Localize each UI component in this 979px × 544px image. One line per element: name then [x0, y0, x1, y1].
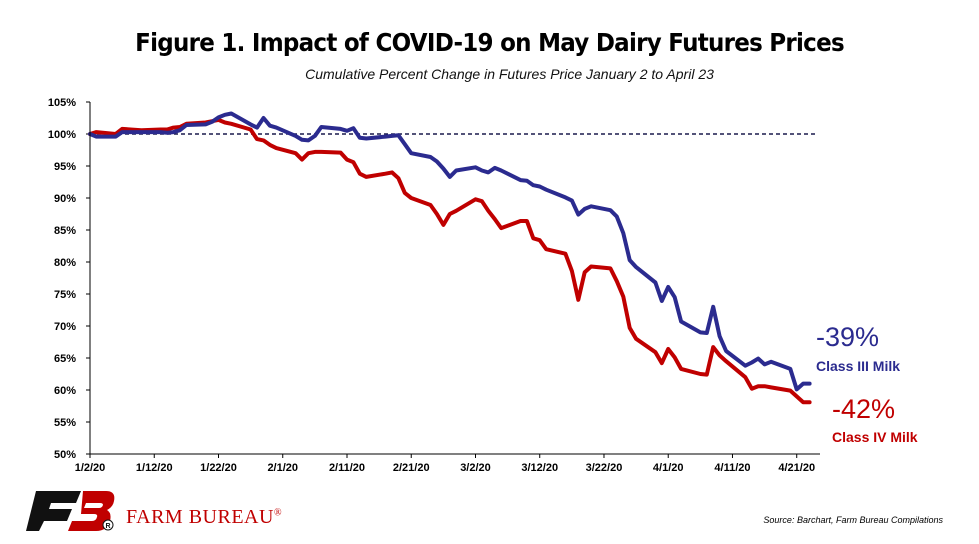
y-tick-label: 90% — [54, 193, 76, 205]
end-label-pct: -42% — [832, 394, 895, 424]
y-tick-label: 50% — [54, 449, 76, 461]
y-axis-ticks: 105% 100% 95% 90% 85% 80% 75% 70% 65% 60% 55% 50% — [48, 97, 90, 461]
y-tick-label: 65% — [54, 353, 76, 365]
x-tick-label: 4/1/20 — [653, 462, 684, 474]
x-tick-label: 3/22/20 — [586, 462, 623, 474]
chart-title: Figure 1. Impact of COVID-19 on May Dair… — [135, 28, 845, 57]
y-tick-label: 60% — [54, 385, 76, 397]
chart-subtitle: Cumulative Percent Change in Futures Pri… — [305, 66, 714, 82]
farm-bureau-logo: R — [26, 487, 124, 540]
x-tick-label: 1/12/20 — [136, 462, 173, 474]
y-tick-label: 80% — [54, 257, 76, 269]
series-line-class-iv — [88, 117, 812, 405]
y-tick-label: 70% — [54, 321, 76, 333]
logo-text: FARM BUREAU — [126, 506, 274, 528]
y-tick-label: 85% — [54, 225, 76, 237]
source-note: Source: Barchart, Farm Bureau Compilatio… — [763, 515, 943, 525]
x-tick-label: 2/21/20 — [393, 462, 430, 474]
x-axis-ticks: 1/2/20 1/12/20 1/22/20 2/1/20 2/11/20 2/21/20… — [75, 454, 815, 474]
x-tick-label: 1/2/20 — [75, 462, 106, 474]
y-tick-label: 100% — [48, 129, 76, 141]
x-tick-label: 3/2/20 — [460, 462, 491, 474]
svg-text:R: R — [106, 523, 111, 530]
x-tick-label: 4/21/20 — [778, 462, 815, 474]
y-tick-label: 75% — [54, 289, 76, 301]
y-tick-label: 105% — [48, 97, 76, 109]
end-label-series-name: Class IV Milk — [832, 429, 918, 445]
y-tick-label: 55% — [54, 417, 76, 429]
farm-bureau-wordmark: FARM BUREAU® — [126, 506, 282, 529]
x-tick-label: 2/1/20 — [267, 462, 298, 474]
end-label-pct: -39% — [816, 322, 879, 352]
series-end-labels: -39% Class III Milk -42% Class IV Milk — [816, 322, 918, 445]
x-tick-label: 3/12/20 — [521, 462, 558, 474]
end-label-series-name: Class III Milk — [816, 358, 900, 374]
series-line-class-iii — [88, 111, 812, 392]
farm-bureau-emblem-icon: R — [26, 491, 115, 531]
x-tick-label: 1/22/20 — [200, 462, 237, 474]
series-layer — [88, 111, 812, 405]
x-tick-label: 2/11/20 — [329, 462, 365, 474]
y-tick-label: 95% — [54, 161, 76, 173]
logo-registered-mark: ® — [273, 507, 283, 519]
x-tick-label: 4/11/20 — [714, 462, 750, 474]
